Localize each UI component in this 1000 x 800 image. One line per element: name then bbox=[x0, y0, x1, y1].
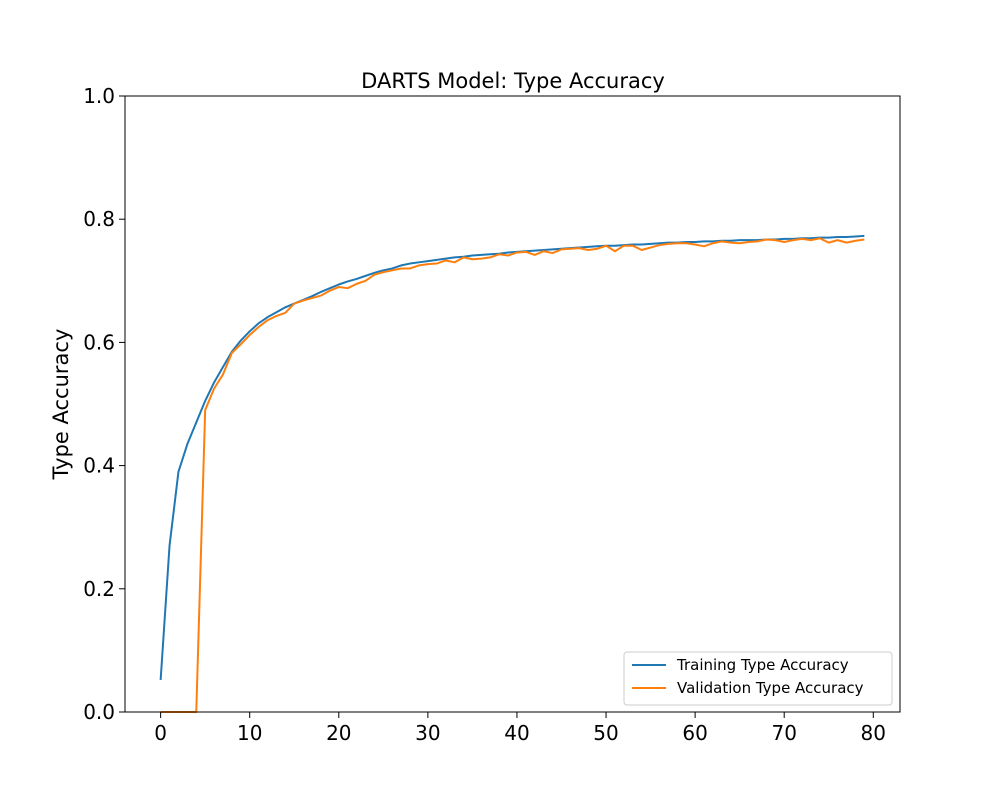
legend: Training Type Accuracy Validation Type A… bbox=[623, 651, 893, 706]
plot-frame bbox=[124, 95, 901, 713]
x-tick-label: 50 bbox=[593, 721, 618, 745]
x-tick-label: 20 bbox=[326, 721, 351, 745]
x-tick-label: 80 bbox=[861, 721, 886, 745]
y-tick-label: 0.0 bbox=[83, 700, 115, 724]
x-tick-label: 30 bbox=[415, 721, 440, 745]
x-tick-label: 0 bbox=[154, 721, 167, 745]
ticks-layer: 0 10 20 30 40 50 60 70 80 0.0 0.2 0.4 0.6 0.8 1.0 bbox=[83, 84, 886, 745]
y-tick-label: 0.2 bbox=[83, 577, 115, 601]
y-tick-label: 1.0 bbox=[83, 84, 115, 108]
legend-box bbox=[623, 651, 893, 706]
x-tick-label: 40 bbox=[504, 721, 529, 745]
legend-label-validation: Validation Type Accuracy bbox=[677, 679, 864, 697]
chart-title: DARTS Model: Type Accuracy bbox=[361, 69, 665, 93]
x-tick-label: 60 bbox=[682, 721, 707, 745]
series-line-training bbox=[159, 234, 865, 681]
x-tick-label: 70 bbox=[771, 721, 796, 745]
y-tick-label: 0.4 bbox=[83, 454, 115, 478]
y-tick-label: 0.6 bbox=[83, 330, 115, 354]
series-layer bbox=[159, 234, 865, 713]
x-tick-label: 10 bbox=[237, 721, 262, 745]
legend-label-training: Training Type Accuracy bbox=[676, 656, 849, 674]
series-line-validation bbox=[160, 237, 865, 713]
y-tick-label: 0.8 bbox=[83, 207, 115, 231]
y-axis-label: Type Accuracy bbox=[49, 329, 73, 481]
